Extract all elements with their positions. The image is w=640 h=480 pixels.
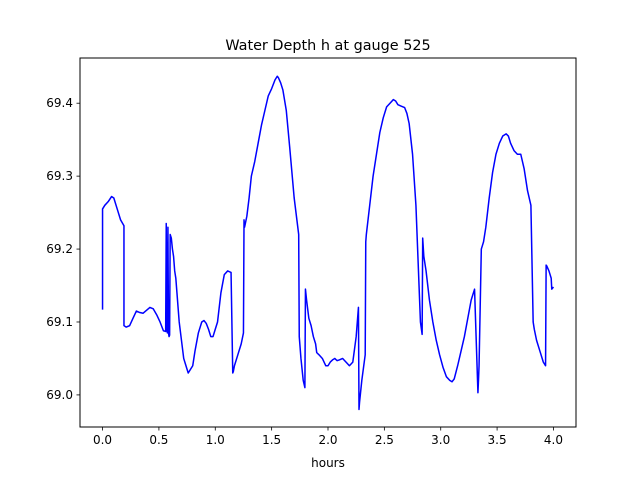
x-tick-label: 0.0: [93, 433, 112, 447]
plot-area: [101, 75, 555, 411]
y-tick-label: 69.3: [46, 169, 73, 183]
x-tick-label: 4.0: [544, 433, 563, 447]
x-axis-label: hours: [311, 456, 345, 470]
y-tick-label: 69.1: [46, 315, 73, 329]
x-tick-label: 1.0: [206, 433, 225, 447]
chart-title: Water Depth h at gauge 525: [225, 38, 430, 54]
x-tick-label: 0.5: [149, 433, 168, 447]
x-tick-label: 2.0: [318, 433, 337, 447]
x-axis: 0.0 0.5 1.0 1.5 2.0 2.5 3.0 3.5 4.0: [93, 427, 563, 447]
series-line-0: [101, 75, 555, 411]
x-tick-label: 1.5: [262, 433, 281, 447]
y-axis: 69.0 69.1 69.2 69.3 69.4: [46, 96, 80, 402]
x-tick-label: 3.0: [431, 433, 450, 447]
y-tick-label: 69.0: [46, 388, 73, 402]
x-tick-label: 3.5: [488, 433, 507, 447]
y-tick-label: 69.2: [46, 242, 73, 256]
y-tick-label: 69.4: [46, 96, 73, 110]
x-tick-label: 2.5: [375, 433, 394, 447]
